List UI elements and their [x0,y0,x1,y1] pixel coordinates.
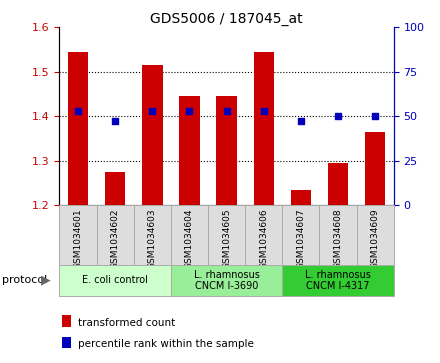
Point [334,113,341,119]
Point [74,108,81,114]
Point [260,108,267,114]
Text: transformed count: transformed count [78,318,175,328]
FancyBboxPatch shape [282,265,394,296]
Bar [291,189,311,205]
Point [149,108,156,114]
Point [186,108,193,114]
Title: GDS5006 / 187045_at: GDS5006 / 187045_at [150,12,303,26]
FancyBboxPatch shape [59,265,171,296]
FancyBboxPatch shape [319,205,357,267]
Text: GSM1034606: GSM1034606 [259,208,268,269]
Text: L. rhamnosus
CNCM I-3690: L. rhamnosus CNCM I-3690 [194,270,260,291]
Text: GSM1034604: GSM1034604 [185,208,194,269]
Point [297,119,304,125]
Text: protocol: protocol [2,275,48,285]
Text: GSM1034605: GSM1034605 [222,208,231,269]
FancyBboxPatch shape [59,205,96,267]
Bar [216,96,237,205]
Text: GSM1034609: GSM1034609 [371,208,380,269]
FancyBboxPatch shape [171,265,282,296]
FancyBboxPatch shape [208,205,245,267]
Text: L. rhamnosus
CNCM I-4317: L. rhamnosus CNCM I-4317 [305,270,371,291]
Bar [179,96,200,205]
FancyBboxPatch shape [171,205,208,267]
Point [372,113,379,119]
FancyBboxPatch shape [357,205,394,267]
Text: GSM1034601: GSM1034601 [73,208,82,269]
Bar [68,52,88,205]
Text: percentile rank within the sample: percentile rank within the sample [78,339,254,350]
FancyBboxPatch shape [96,205,134,267]
Bar [328,163,348,205]
Bar [105,172,125,205]
Bar [253,52,274,205]
Text: GSM1034602: GSM1034602 [110,208,120,269]
Text: GSM1034603: GSM1034603 [148,208,157,269]
Bar [365,132,385,205]
FancyBboxPatch shape [282,205,319,267]
Bar [142,65,162,205]
FancyBboxPatch shape [134,205,171,267]
Point [223,108,230,114]
Point [112,119,119,125]
Text: E. coli control: E. coli control [82,276,148,285]
Text: GSM1034607: GSM1034607 [297,208,305,269]
FancyBboxPatch shape [245,205,282,267]
Text: ▶: ▶ [40,274,50,287]
Text: GSM1034608: GSM1034608 [334,208,343,269]
